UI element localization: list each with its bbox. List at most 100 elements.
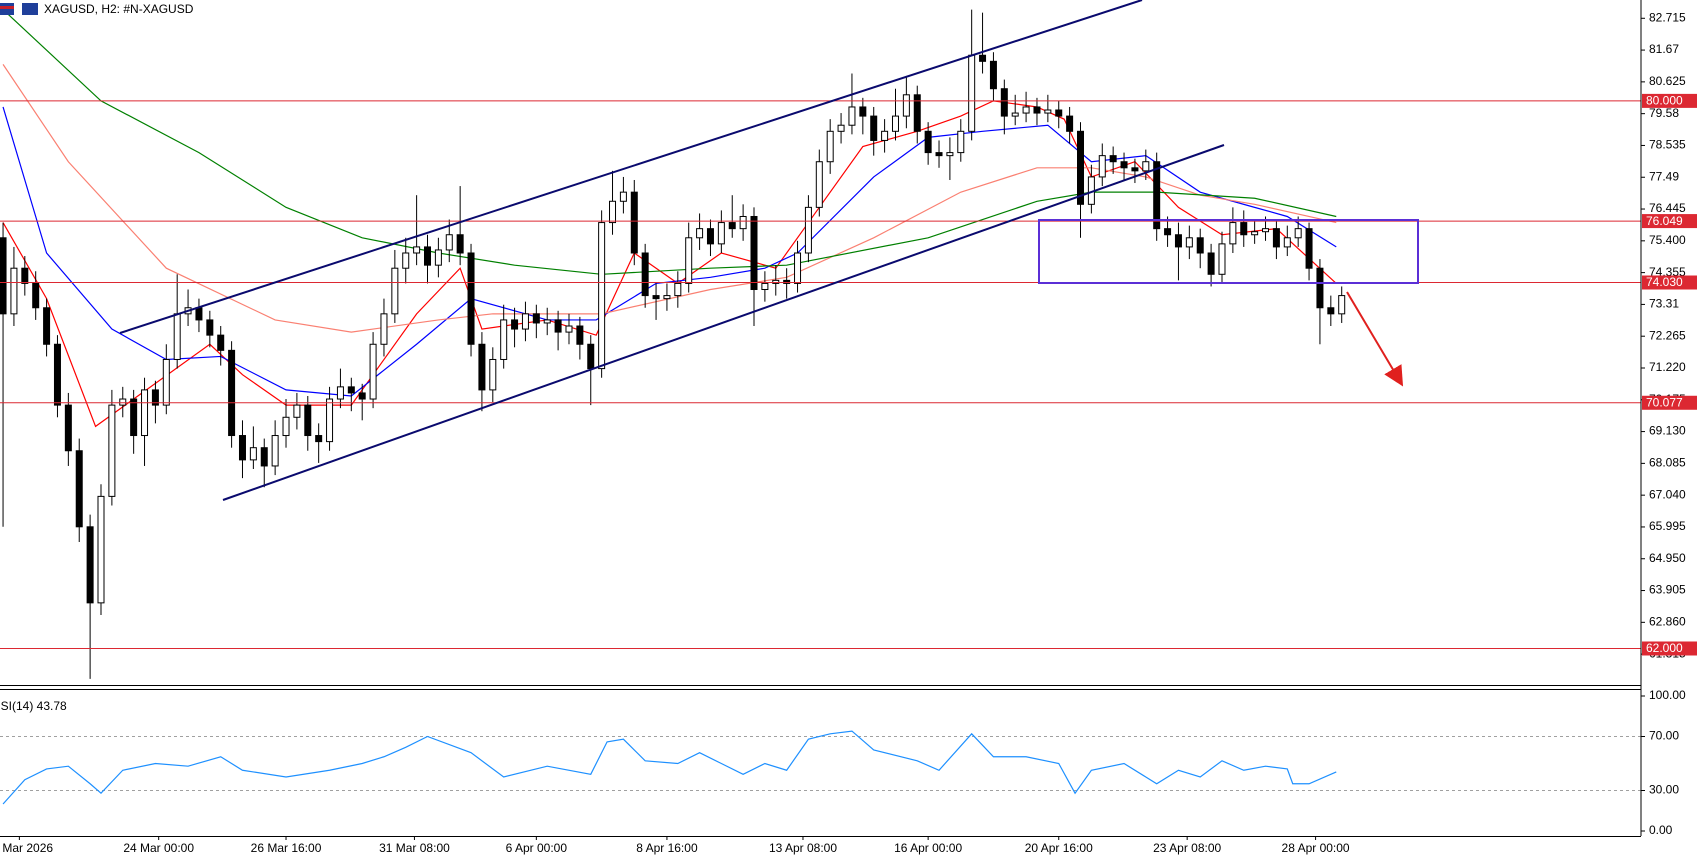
candle-body xyxy=(968,54,976,132)
level-label-box xyxy=(1642,275,1697,290)
chart-title: XAGUSD, H2: #N-XAGUSD xyxy=(44,2,194,16)
candle-body xyxy=(315,435,323,443)
candle-body xyxy=(1251,231,1259,236)
level-label: 76.049 xyxy=(1646,214,1683,228)
candle-body xyxy=(119,398,127,406)
candle-body xyxy=(630,191,638,254)
candle-body xyxy=(979,54,987,62)
x-tick-label: 8 Apr 16:00 xyxy=(636,841,698,855)
y-tick-label: 100.00 xyxy=(1649,688,1686,702)
candle-body xyxy=(1240,222,1248,236)
candle-body xyxy=(141,389,149,437)
candle-body xyxy=(565,325,573,333)
candle-body xyxy=(53,343,61,406)
candle-body xyxy=(1305,228,1313,269)
channel-lower xyxy=(222,144,1225,501)
candle-body xyxy=(75,450,83,528)
level-label: 74.030 xyxy=(1646,275,1683,289)
candle-body xyxy=(64,404,72,452)
candle-body xyxy=(206,319,214,336)
candle-body xyxy=(1338,295,1346,315)
candle-body xyxy=(1153,161,1161,230)
level-label-box xyxy=(1642,395,1697,410)
candle-body xyxy=(619,191,627,202)
candle-body xyxy=(1283,237,1291,248)
y-tick-label: 69.130 xyxy=(1649,424,1686,438)
candle-body xyxy=(1142,161,1150,172)
x-tick-label: 26 Mar 16:00 xyxy=(251,841,322,855)
level-label-box xyxy=(1642,641,1697,656)
candle-body xyxy=(511,319,519,330)
candle-body xyxy=(358,392,366,400)
candle-body xyxy=(521,313,529,330)
candle-body xyxy=(837,124,845,132)
y-tick-label: 71.220 xyxy=(1649,360,1686,374)
candle-body xyxy=(1120,161,1128,169)
candle-body xyxy=(761,282,769,291)
x-tick-label: 28 Apr 00:00 xyxy=(1282,841,1350,855)
rsi-panel xyxy=(0,730,1641,805)
candle-body xyxy=(1196,237,1204,254)
y-tick-label: 74.355 xyxy=(1649,265,1686,279)
y-tick-label: 80.625 xyxy=(1649,74,1686,88)
candle-body xyxy=(1174,234,1182,248)
candle-body xyxy=(130,398,138,437)
candle-body xyxy=(456,234,464,254)
price-panel xyxy=(0,9,1641,679)
candle-body xyxy=(489,358,497,391)
candle-body xyxy=(728,222,736,230)
candle-body xyxy=(587,343,595,370)
x-tick-label: 13 Apr 08:00 xyxy=(769,841,837,855)
candle-body xyxy=(391,267,399,315)
x-tick-label: 31 Mar 08:00 xyxy=(379,841,450,855)
candle-body xyxy=(576,325,584,345)
candle-body xyxy=(217,334,225,351)
candle-body xyxy=(772,279,780,284)
candle-body xyxy=(1262,228,1270,233)
candle-body xyxy=(652,295,660,300)
candle-body xyxy=(478,343,486,391)
level-label: 62.000 xyxy=(1646,641,1683,655)
candle-body xyxy=(1011,112,1019,117)
y-tick-label: 77.49 xyxy=(1649,169,1679,183)
candle-body xyxy=(1066,115,1074,132)
candle-body xyxy=(402,252,410,269)
y-tick-label: 82.715 xyxy=(1649,10,1686,24)
candle-body xyxy=(1185,237,1193,248)
candle-body xyxy=(413,246,421,254)
candle-body xyxy=(957,130,965,154)
candle-body xyxy=(1098,155,1106,178)
candle-body xyxy=(304,404,312,437)
candle-body xyxy=(815,161,823,208)
candle-body xyxy=(151,389,159,406)
axes: 82.71581.6780.62579.5878.53577.4976.4457… xyxy=(0,10,1697,855)
candle-body xyxy=(326,398,334,443)
candle-body xyxy=(43,307,51,345)
level-label: 80.000 xyxy=(1646,94,1683,108)
candle-body xyxy=(1164,228,1172,236)
candle-body xyxy=(881,130,889,141)
candle-body xyxy=(1033,106,1041,114)
y-tick-label: 70.00 xyxy=(1649,729,1679,743)
x-tick-label: 20 Apr 16:00 xyxy=(1025,841,1093,855)
candle-body xyxy=(913,94,921,132)
candle-body xyxy=(859,106,867,117)
candle-body xyxy=(935,152,943,157)
candle-body xyxy=(467,252,475,345)
candle-body xyxy=(97,495,105,604)
y-tick-label: 81.67 xyxy=(1649,42,1679,56)
y-tick-label: 68.085 xyxy=(1649,456,1686,470)
x-tick-label: 6 Apr 00:00 xyxy=(506,841,568,855)
candle-body xyxy=(0,237,7,315)
candle-body xyxy=(1044,109,1052,114)
rsi-title: RSI(14) 43.78 xyxy=(0,699,67,713)
candle-body xyxy=(674,282,682,297)
moving-average xyxy=(2,9,1337,275)
x-tick-label: 16 Apr 00:00 xyxy=(894,841,962,855)
candle-body xyxy=(1229,222,1237,245)
drawings xyxy=(119,0,1419,501)
candle-body xyxy=(870,115,878,141)
candle-body xyxy=(696,228,704,239)
